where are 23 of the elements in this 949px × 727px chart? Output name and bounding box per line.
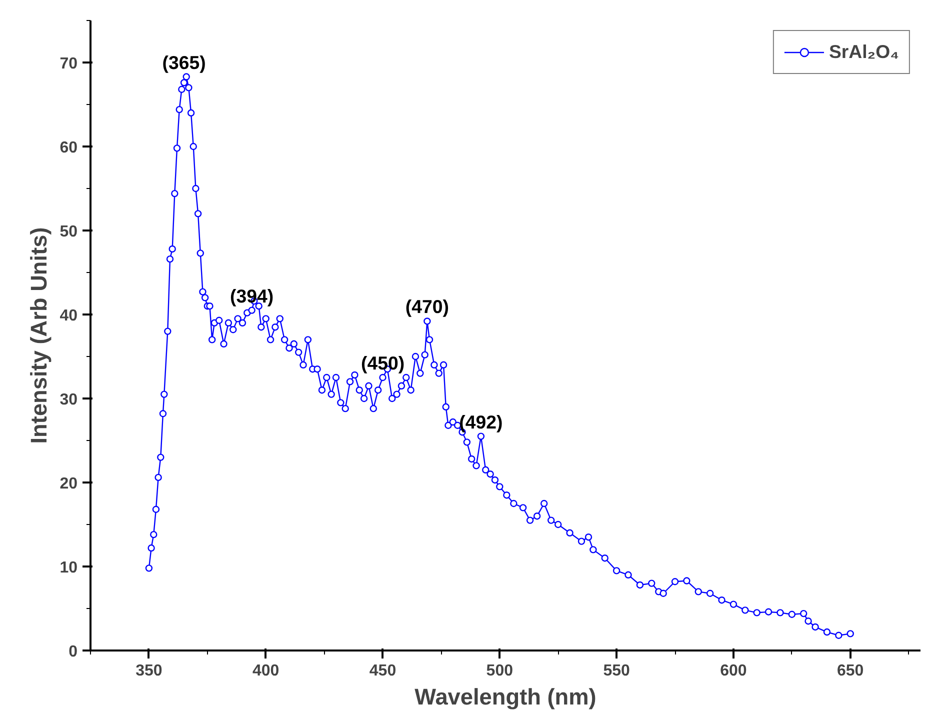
y-tick-label: 10 <box>60 560 78 576</box>
y-tick-label: 0 <box>68 644 78 660</box>
annotation: (470) <box>405 296 449 318</box>
annotation: (365) <box>162 52 206 73</box>
y-tick-label: 20 <box>60 476 78 492</box>
x-tick-label: 450 <box>369 662 396 680</box>
y-tick-label: 60 <box>60 140 78 156</box>
x-tick-label: 400 <box>252 662 280 680</box>
x-tick-label: 500 <box>486 662 514 680</box>
x-tick-label: 550 <box>603 662 630 680</box>
y-tick-label: 40 <box>60 308 78 324</box>
annotation: (492) <box>459 411 503 432</box>
y-axis-title: Intensity (Arb Units) <box>26 227 52 444</box>
annotation: (394) <box>230 285 274 306</box>
x-axis-title: Wavelength (nm) <box>414 684 596 710</box>
y-tick-label: 70 <box>60 56 78 72</box>
y-tick-label: 50 <box>60 224 78 240</box>
x-tick-label: 600 <box>720 662 747 680</box>
x-tick-label: 350 <box>136 662 162 680</box>
annotation: (450) <box>360 352 405 374</box>
y-tick-label: 30 <box>60 392 78 408</box>
x-tick-label: 650 <box>837 662 864 680</box>
legend-label: SrAl₂O₄ <box>828 41 899 63</box>
